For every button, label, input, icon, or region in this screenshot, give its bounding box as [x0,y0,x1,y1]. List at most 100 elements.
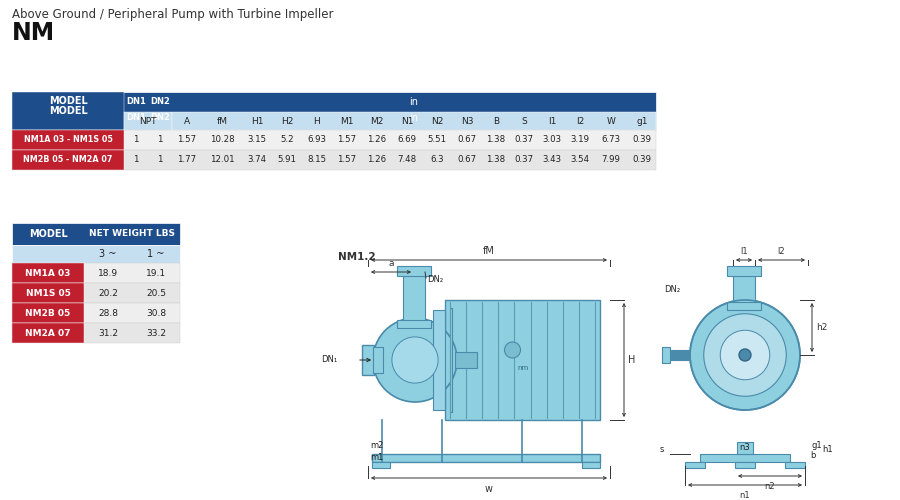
Bar [373,347,383,373]
Text: 33.2: 33.2 [146,328,166,338]
Text: 3 ~: 3 ~ [99,249,117,259]
Bar [403,270,425,323]
Text: MODEL: MODEL [49,106,87,116]
Text: 1.26: 1.26 [367,136,387,144]
Text: 19.1: 19.1 [146,268,166,278]
Text: N2: N2 [431,116,443,126]
Circle shape [720,330,770,380]
Text: 3.19: 3.19 [571,136,590,144]
Bar [372,462,390,468]
Bar [737,442,753,454]
Circle shape [373,318,457,402]
Bar [172,112,656,130]
Bar [735,462,755,468]
Text: 1.57: 1.57 [338,156,356,164]
Text: 1.57: 1.57 [177,136,196,144]
Text: N1: N1 [400,116,413,126]
Bar [397,266,431,276]
Text: nm: nm [517,365,528,371]
Text: NM1A 03: NM1A 03 [25,268,71,278]
Text: s: s [660,446,664,454]
Bar [12,263,180,283]
Text: 1: 1 [158,156,163,164]
Text: 7.48: 7.48 [398,156,417,164]
Text: h1: h1 [822,446,832,454]
Bar [12,323,180,343]
Text: M1: M1 [340,116,354,126]
Text: W: W [607,116,616,126]
Text: M2: M2 [370,116,383,126]
Bar [662,347,670,363]
Bar [727,266,761,276]
Text: 0.39: 0.39 [633,156,652,164]
Text: 0.67: 0.67 [457,136,477,144]
Text: 3.15: 3.15 [248,136,266,144]
Text: B: B [493,116,500,126]
Text: 7.99: 7.99 [601,156,620,164]
Text: 0.39: 0.39 [633,136,652,144]
Text: 1.38: 1.38 [486,136,506,144]
Text: 1.26: 1.26 [367,156,387,164]
Text: h2: h2 [816,323,827,332]
Circle shape [505,342,520,358]
Text: DN2: DN2 [150,98,170,106]
Bar [362,345,374,375]
Text: n1: n1 [740,491,751,500]
Bar [12,150,124,170]
Text: 1.38: 1.38 [486,156,506,164]
Circle shape [739,349,751,361]
Bar [12,283,180,303]
Text: n3: n3 [740,443,751,452]
Text: m2: m2 [370,440,383,450]
Bar [12,263,84,283]
Text: 31.2: 31.2 [98,328,118,338]
Text: w: w [485,484,493,494]
Text: 5.51: 5.51 [428,136,446,144]
Text: 3.03: 3.03 [543,136,562,144]
Text: fM: fM [217,116,228,126]
Text: Above Ground / Peripheral Pump with Turbine Impeller: Above Ground / Peripheral Pump with Turb… [12,8,334,21]
Bar [450,308,452,412]
Text: A: A [184,116,190,126]
Text: b: b [810,452,815,460]
Text: 3.54: 3.54 [571,156,590,164]
Text: 6.93: 6.93 [308,136,327,144]
Bar [124,112,172,130]
Text: H2: H2 [281,116,293,126]
Bar [12,223,180,245]
Bar [582,462,600,468]
Bar [12,92,124,130]
Text: 1: 1 [133,156,139,164]
Circle shape [392,337,438,383]
Text: NM2B 05: NM2B 05 [25,308,70,318]
Bar [433,310,445,410]
Text: 1 ~: 1 ~ [148,249,165,259]
Bar [455,352,477,368]
Bar [785,462,805,468]
Bar [12,110,656,130]
Text: in: in [410,113,418,123]
Bar [12,92,656,112]
Text: NM2A 07: NM2A 07 [25,328,71,338]
Text: I2: I2 [576,116,584,126]
Bar [172,112,656,130]
Text: DN2: DN2 [150,114,170,122]
Text: DN₁: DN₁ [320,356,337,364]
Text: 10.28: 10.28 [210,136,234,144]
Text: 0.67: 0.67 [457,156,477,164]
Text: DN₂: DN₂ [427,276,443,284]
Text: MODEL: MODEL [29,229,68,239]
Text: NM2B 05 - NM2A 07: NM2B 05 - NM2A 07 [23,156,112,164]
Text: NM: NM [12,21,55,45]
Bar [12,303,84,323]
Circle shape [704,314,787,396]
Bar [12,130,656,150]
Bar [12,150,656,170]
Text: I1: I1 [548,116,556,126]
Bar [685,462,705,468]
Text: DN₂: DN₂ [664,286,680,294]
Text: l1: l1 [740,247,748,256]
Text: 5.2: 5.2 [280,136,293,144]
Text: DN1: DN1 [126,114,146,122]
Text: g1: g1 [812,442,823,450]
